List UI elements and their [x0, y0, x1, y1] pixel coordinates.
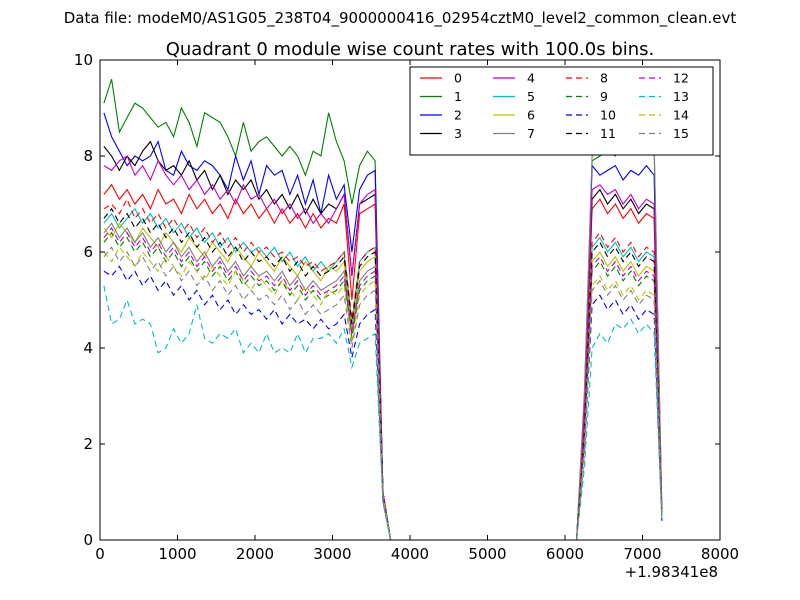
y-tick-label: 2: [83, 435, 93, 453]
series-line-9: [103, 231, 663, 541]
series-line-14: [103, 246, 663, 541]
series-line-4: [103, 155, 663, 541]
legend-label: 0: [454, 71, 462, 86]
y-tick-label: 0: [83, 531, 93, 549]
y-tick-label: 6: [83, 243, 93, 261]
legend-label: 10: [600, 108, 616, 123]
legend-label: 15: [673, 126, 689, 141]
x-tick-label: 6000: [546, 545, 584, 563]
legend-label: 3: [454, 126, 462, 141]
legend-label: 2: [454, 108, 462, 123]
series-line-10: [103, 265, 663, 541]
x-offset-label: +1.98341e8: [625, 563, 718, 581]
legend-label: 12: [673, 71, 689, 86]
legend-box: [409, 66, 714, 156]
series-line-12: [103, 227, 663, 541]
chart-title: Quadrant 0 module wise count rates with …: [166, 39, 655, 60]
x-tick-label: 4000: [391, 545, 429, 563]
series-lines: [103, 79, 663, 541]
series-line-0: [103, 183, 663, 541]
x-tick-label: 8000: [701, 545, 739, 563]
x-tick-label: 7000: [623, 545, 661, 563]
x-tick-label: 0: [95, 545, 105, 563]
legend-label: 11: [600, 126, 616, 141]
legend-label: 6: [527, 108, 535, 123]
legend-label: 14: [673, 108, 689, 123]
data-file-label: Data file: modeM0/AS1G05_238T04_90000004…: [63, 9, 737, 27]
series-line-1: [103, 79, 663, 541]
legend-label: 9: [600, 89, 608, 104]
y-tick-label: 8: [83, 147, 93, 165]
legend-label: 13: [673, 89, 689, 104]
legend-label: 7: [527, 126, 535, 141]
y-tick-label: 10: [74, 51, 93, 69]
x-tick-label: 1000: [158, 545, 196, 563]
series-line-13: [103, 285, 663, 541]
series-line-15: [103, 246, 663, 541]
series-line-3: [103, 140, 663, 541]
x-tick-label: 3000: [313, 545, 351, 563]
legend-label: 4: [527, 71, 535, 86]
series-line-2: [103, 112, 663, 541]
legend-label: 1: [454, 89, 462, 104]
legend-label: 5: [527, 89, 535, 104]
series-line-6: [103, 222, 663, 541]
series-line-8: [103, 197, 663, 541]
x-tick-label: 5000: [468, 545, 506, 563]
legend-label: 8: [600, 71, 608, 86]
y-tick-label: 4: [83, 339, 93, 357]
x-tick-label: 2000: [236, 545, 274, 563]
